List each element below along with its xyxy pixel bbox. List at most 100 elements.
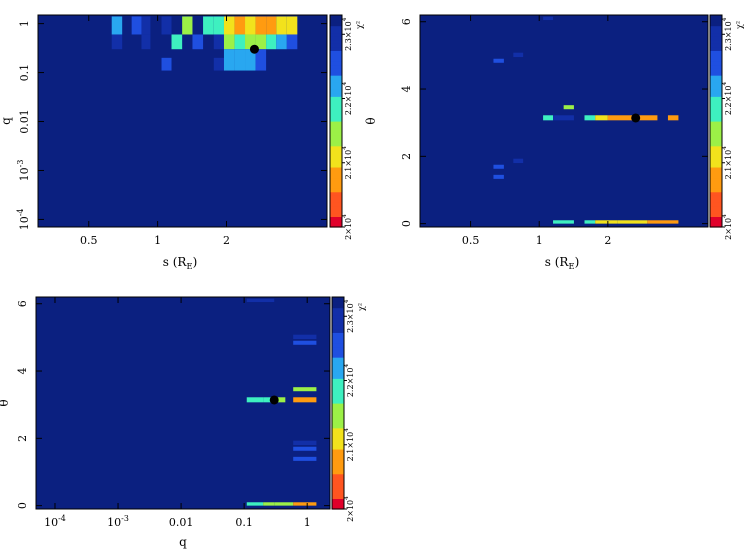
colorbar-segment [710,181,722,186]
colorbar-segment [332,360,344,365]
heatmap-cell [286,16,298,35]
heatmap-cell [246,397,264,403]
heatmap-cell [111,16,123,35]
colorbar-segment [330,188,342,193]
colorbar-segment [332,335,344,340]
colorbar-segment [332,339,344,344]
colorbar-segment [710,163,722,168]
colorbar-segment [332,445,344,450]
colorbar-segment [710,170,722,175]
heatmap-cell [553,115,574,121]
heatmap-cell [255,34,267,50]
colorbar-segment [332,473,344,478]
colorbar-segment [332,381,344,386]
y-tick-label: 4 [400,86,413,93]
panel-s-theta: 0.5 1 2 0 2 4 6 s (RE) θ 2×104 2.1×104 2.2×104 2.3×1… [364,14,744,271]
colorbar-segment [330,205,342,210]
colorbar-segment [332,332,344,337]
y-tick-label: 4 [16,368,29,375]
colorbar-segment [710,205,722,210]
colorbar-segment [710,106,722,111]
colorbar-segment [330,195,342,200]
colorbar-segment [330,22,342,27]
heatmap-cell [513,158,524,164]
colorbar-segment [332,456,344,461]
heatmap-cell [223,34,235,50]
heatmap-cell [246,298,275,303]
colorbar-segment [332,399,344,404]
colorbar-segment [710,174,722,179]
heatmap-cell [493,174,504,179]
colorbar-segment [330,89,342,94]
colorbar-segment [330,64,342,69]
colorbar-segment [330,68,342,73]
colorbar-segment [710,96,722,101]
colorbar-tick-label: 2.3×104 [342,17,353,51]
colorbar-segment [332,498,344,503]
panel-q-theta: 10-4 10-3 0.01 0.1 1 0 2 4 6 q θ 2×104 2.1×104 2.2×10… [0,296,366,549]
colorbar-tick-label: 2.2×104 [722,82,733,116]
y-tick-label: 0.01 [18,109,31,134]
colorbar-segment [332,300,344,305]
colorbar-segment [330,106,342,111]
colorbar-segment [332,438,344,443]
colorbar-segment [332,463,344,468]
heatmap-cell [274,397,286,403]
heatmap-cell [131,16,142,35]
colorbar-segment [332,350,344,355]
colorbar-segment [710,121,722,126]
colorbar-segment [330,92,342,97]
colorbar-segment [330,113,342,119]
colorbar-label: χ² [357,303,366,311]
colorbar-segment [332,406,344,411]
heatmap-cell [293,387,317,392]
colorbar-segment [330,142,342,147]
colorbar-segment [332,378,344,383]
colorbar-segment [330,57,342,62]
colorbar-tick-label: 2.1×104 [722,146,733,180]
colorbar-segment [330,216,342,221]
heatmap-cell [111,34,123,50]
heatmap-cell [171,34,183,50]
heatmap-cell [266,34,277,50]
colorbar-segment [710,198,722,203]
panel-s-q: 0.5 1 2 1 0.1 0.01 10-3 10-4 s (RE) q 2×104 2.1×104… [0,14,364,271]
heatmap-cell [647,220,679,224]
colorbar-segment [710,149,722,154]
colorbar-segment [330,163,342,168]
heatmap-cell [255,49,267,71]
colorbar-segment [330,99,342,104]
heatmap-cell [595,115,608,121]
colorbar-segment [330,166,342,172]
heatmap-cell [234,49,246,71]
colorbar-tick-label: 2.1×104 [344,428,355,462]
colorbar-segment [710,39,722,44]
heatmap-cell [293,440,317,446]
colorbar-segment [332,466,344,471]
colorbar-tick-label: 2.3×104 [344,299,355,333]
colorbar-segment [330,131,342,136]
colorbar-segment [332,392,344,397]
heatmap-cell [274,502,294,506]
x-axis-label: s (RE) [545,255,580,271]
colorbar-segment [332,505,344,510]
heatmap-cell [246,502,264,506]
colorbar-segment [332,297,344,302]
colorbar-segment [332,364,344,369]
heatmap-cell [543,115,554,121]
colorbar-segment [710,71,722,76]
colorbar-segment [332,342,344,348]
colorbar-segment [330,39,342,44]
colorbar-segment [710,135,722,140]
colorbar-segment [332,367,344,372]
colorbar-segment [332,388,344,393]
colorbar-segment [710,219,722,225]
colorbar-segment [330,103,342,108]
colorbar-segment [332,304,344,309]
colorbar-segment [332,459,344,464]
y-axis-label: q [0,117,13,125]
colorbar-frame [329,14,343,228]
colorbar-segment [332,413,344,418]
colorbar-segment [710,195,722,200]
colorbar-segment [710,29,722,34]
